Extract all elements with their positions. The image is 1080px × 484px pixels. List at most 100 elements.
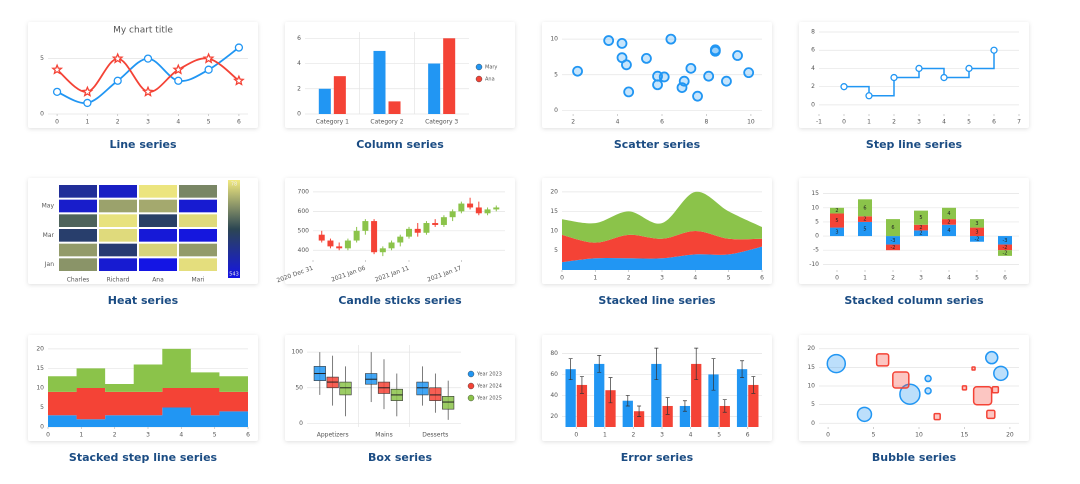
card <box>799 22 1029 128</box>
candle-body <box>388 242 395 249</box>
card <box>799 335 1029 441</box>
heat-cell <box>99 229 137 242</box>
x-tick-label: 1 <box>593 275 597 282</box>
candle-body <box>371 221 378 253</box>
x-tick-label: Mari <box>192 277 205 284</box>
point <box>623 86 635 98</box>
x-tick-label: 6 <box>237 119 241 126</box>
bar-segment <box>914 210 928 225</box>
caption[interactable]: Scatter series <box>614 138 701 151</box>
caption[interactable]: Candle sticks series <box>338 294 462 307</box>
caption[interactable]: Line series <box>109 138 177 151</box>
y-tick-label: -10 <box>809 261 819 268</box>
legend-marker <box>475 75 483 83</box>
caption[interactable]: Stacked line series <box>598 294 716 307</box>
y-tick-label: 5 <box>40 55 44 62</box>
y-tick-label: Mar <box>43 232 55 239</box>
x-tick-label: 5 <box>213 432 217 439</box>
bubble <box>993 365 1009 382</box>
candle-body <box>449 211 456 218</box>
x-tick-label: 20 <box>1006 432 1014 439</box>
bar <box>708 374 719 427</box>
bar <box>333 76 346 114</box>
candle-body <box>344 240 351 249</box>
heat-cell <box>99 199 137 213</box>
x-tick-label: 0 <box>574 432 578 439</box>
bar <box>594 363 605 427</box>
y-tick-label: 15 <box>550 208 558 215</box>
x-tick-label: 2 <box>891 275 895 282</box>
caption[interactable]: Error series <box>621 451 694 464</box>
bar <box>662 405 673 427</box>
caption[interactable]: Box series <box>368 451 433 464</box>
y-tick-label: 80 <box>550 350 558 357</box>
bar-segment <box>914 230 928 237</box>
y-tick-label: 0 <box>40 111 44 118</box>
error-bar <box>711 358 716 391</box>
y-tick-label: 5 <box>554 71 558 78</box>
heat-cell <box>179 229 217 242</box>
caption[interactable]: Bubble series <box>872 451 957 464</box>
caption[interactable]: Stacked step line series <box>69 451 218 464</box>
point <box>113 76 122 85</box>
bar-segment <box>942 224 956 237</box>
bar-segment <box>858 216 872 222</box>
data-label: 3 <box>975 229 978 235</box>
y-tick-label: 0 <box>299 420 303 427</box>
y-tick-label: 700 <box>298 188 310 195</box>
colorbar-label: 78 <box>231 182 237 188</box>
y-tick-label: 0 <box>554 107 558 114</box>
box <box>442 396 455 410</box>
point <box>721 75 732 87</box>
data-label: 6 <box>891 225 894 231</box>
bar-segment <box>998 236 1012 245</box>
heat-cell <box>139 185 177 198</box>
bubble <box>961 385 968 391</box>
point <box>865 92 873 100</box>
bar <box>605 390 616 427</box>
bar-segment <box>886 219 900 237</box>
y-tick-label: 60 <box>550 371 558 378</box>
y-tick-label: 5 <box>40 404 44 411</box>
point <box>234 43 244 52</box>
bar-segment <box>998 244 1012 251</box>
point <box>143 54 153 63</box>
candle-body <box>423 223 430 233</box>
caption[interactable]: Heat series <box>108 294 179 307</box>
caption[interactable]: Column series <box>356 138 444 151</box>
y-tick-label: 5 <box>811 401 815 408</box>
data-label: -2 <box>1003 251 1008 257</box>
x-tick-label: 0 <box>46 432 50 439</box>
error-bar <box>579 376 584 394</box>
y-tick-label: 0 <box>815 233 819 240</box>
y-tick-label: Jan <box>44 261 54 268</box>
caption[interactable]: Step line series <box>866 138 963 151</box>
point <box>703 70 715 82</box>
point <box>990 46 998 54</box>
caption[interactable]: Stacked column series <box>844 294 984 307</box>
data-label: 4 <box>947 228 950 234</box>
bar-segment <box>942 219 956 225</box>
bubble <box>971 366 976 371</box>
point <box>52 87 62 96</box>
bar <box>428 63 441 114</box>
bar-segment <box>914 224 928 231</box>
point <box>641 52 652 64</box>
error-bar <box>654 347 659 381</box>
x-tick-label: 2 <box>113 432 117 439</box>
point <box>202 52 215 64</box>
point <box>940 73 948 82</box>
x-tick-label: 2 <box>571 119 575 126</box>
y-tick-label: 10 <box>36 384 44 391</box>
heat-cell <box>59 214 97 227</box>
y-tick-label: 0 <box>40 424 44 431</box>
heat-cell <box>99 243 137 257</box>
x-tick-label: 7 <box>1017 119 1021 126</box>
x-tick-label: 6 <box>746 432 750 439</box>
bar-segment <box>830 227 844 237</box>
x-tick-label: Richard <box>107 277 130 284</box>
x-tick-label: Ana <box>152 277 164 284</box>
x-tick-label: 3 <box>919 275 923 282</box>
point <box>51 63 64 75</box>
point <box>685 62 697 74</box>
